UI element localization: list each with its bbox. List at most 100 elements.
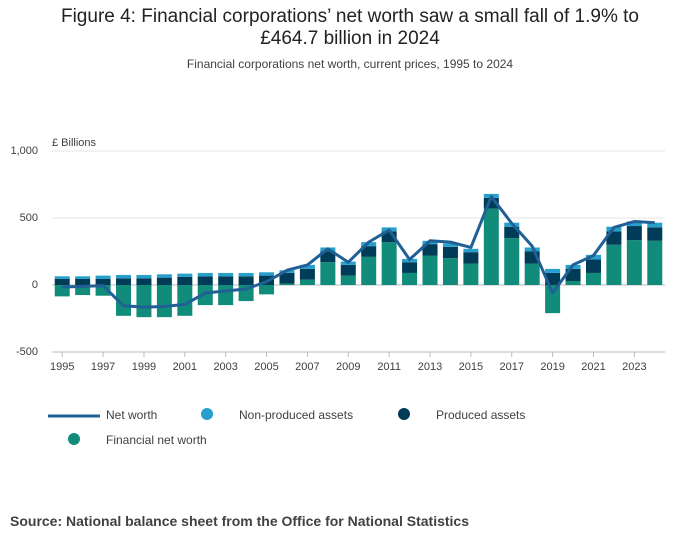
legend-label: Produced assets — [436, 408, 525, 422]
bar-segment — [422, 244, 438, 256]
bar-segment — [218, 276, 234, 285]
bar-segment — [545, 268, 561, 273]
bar-segment — [75, 278, 91, 285]
bar-segment — [626, 226, 642, 241]
bar-segment — [647, 227, 663, 241]
legend-label: Financial net worth — [106, 433, 207, 447]
bar-segment — [218, 285, 234, 306]
bar-segment — [156, 277, 172, 285]
bar-segment — [75, 276, 91, 279]
bar-segment — [259, 285, 275, 295]
bar-segment — [361, 256, 377, 285]
bar-segment — [116, 285, 132, 316]
bar-segment — [585, 259, 601, 273]
bar-segment — [402, 272, 418, 285]
bar-segment — [381, 242, 397, 285]
source: Source: National balance sheet from the … — [10, 513, 469, 529]
y-tick-label: 0 — [32, 279, 38, 291]
bar-segment — [95, 275, 111, 279]
chart-subtitle: Financial corporations net worth, curren… — [186, 57, 514, 71]
bar-segment — [483, 208, 499, 285]
bar-segment — [116, 274, 132, 279]
bar-segment — [218, 272, 234, 277]
bar-segment — [238, 276, 254, 285]
bar-segment — [585, 254, 601, 260]
x-tick-label: 2017 — [500, 361, 524, 373]
bar-segment — [279, 272, 295, 284]
y-axis-label: £ Billions — [52, 137, 97, 149]
x-tick-label: 2013 — [418, 361, 442, 373]
x-tick-label: 2005 — [254, 361, 278, 373]
bar-segment — [279, 283, 295, 285]
bar-segment — [197, 272, 213, 277]
bar-segment — [54, 278, 70, 285]
bar-segment — [54, 276, 70, 279]
x-tick-label: 1997 — [91, 361, 115, 373]
bar-segment — [504, 238, 520, 285]
x-tick-label: 1995 — [50, 361, 74, 373]
bar-segment — [381, 231, 397, 243]
x-tick-label: 1999 — [132, 361, 156, 373]
bar-segment — [361, 246, 377, 257]
bar-segment — [299, 268, 315, 280]
chart-title: Figure 4: Financial corporations’ net wo… — [60, 6, 639, 49]
bar-segment — [75, 285, 91, 296]
x-tick-label: 2009 — [336, 361, 360, 373]
bar-segment — [402, 262, 418, 273]
bar-segment — [177, 273, 193, 277]
bar-segment — [54, 285, 70, 297]
bar-segment — [340, 264, 356, 276]
bar-segment — [565, 280, 581, 285]
bar-segment — [95, 278, 111, 285]
legend-swatch — [201, 408, 213, 420]
bar-segment — [320, 251, 336, 263]
bar-segment — [647, 222, 663, 228]
x-tick-label: 2007 — [295, 361, 319, 373]
bar-segment — [606, 244, 622, 285]
bar-segment — [524, 263, 540, 285]
bar-segment — [340, 275, 356, 285]
bar-segment — [422, 255, 438, 285]
bar-segment — [197, 285, 213, 306]
y-tick-label: 1,000 — [10, 145, 38, 157]
bar-segment — [442, 243, 458, 247]
bar-segment — [442, 246, 458, 259]
line — [62, 195, 655, 309]
y-tick-label: 500 — [20, 212, 38, 224]
bar-segment — [177, 285, 193, 316]
x-tick-label: 2001 — [173, 361, 197, 373]
bar-segment — [136, 285, 152, 318]
bar-segment — [156, 274, 172, 278]
bar-segment — [299, 264, 315, 269]
bar-segment — [116, 278, 132, 285]
bar-segment — [95, 285, 111, 296]
x-tick-label: 2015 — [459, 361, 483, 373]
bar-segment — [626, 240, 642, 285]
x-tick-label: 2019 — [540, 361, 564, 373]
bar-segment — [197, 276, 213, 285]
bar-segment — [320, 262, 336, 285]
bar-segment — [504, 226, 520, 239]
bar-segment — [585, 272, 601, 285]
x-tick-label: 2021 — [581, 361, 605, 373]
bar-segment — [626, 221, 642, 227]
bar-segment — [463, 252, 479, 264]
bar-segment — [177, 276, 193, 285]
legend-label: Net worth — [106, 408, 157, 422]
bar-segment — [483, 197, 499, 209]
bar-segment — [238, 272, 254, 277]
x-tick-label: 2003 — [213, 361, 237, 373]
bar-segment — [647, 240, 663, 285]
bar-segment — [463, 248, 479, 253]
bar-segment — [259, 272, 275, 276]
legend-swatch — [68, 433, 80, 445]
x-tick-label: 2023 — [622, 361, 646, 373]
bar-segment — [136, 278, 152, 285]
bar-segment — [442, 258, 458, 285]
bar-segment — [463, 263, 479, 285]
bar-segment — [136, 274, 152, 279]
legend-swatch — [398, 408, 410, 420]
bar-segment — [545, 285, 561, 314]
